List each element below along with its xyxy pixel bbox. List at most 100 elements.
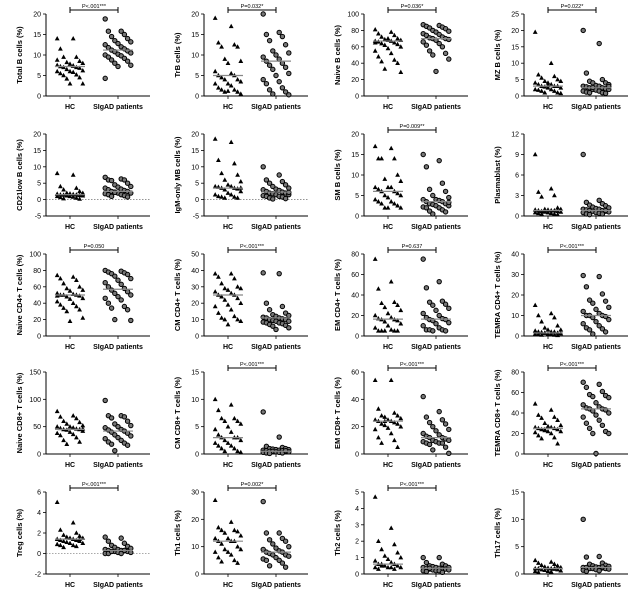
x-tick-label: HC (543, 582, 553, 589)
hc-data-point (222, 187, 228, 192)
y-tick-label: 15 (191, 370, 199, 377)
y-tick-label: 20 (511, 431, 519, 438)
hc-data-point (212, 136, 218, 141)
y-tick-label: 10 (191, 544, 199, 551)
x-tick-label: HC (383, 344, 393, 351)
y-tick-label: 80 (511, 370, 519, 377)
hc-data-point (552, 332, 557, 337)
hc-data-point (222, 297, 228, 302)
sigad-data-point (433, 307, 439, 314)
sigad-data-point (420, 39, 426, 45)
chart-panel: 0 20 40 60 80 100 HC SIgAD patients Naive B cell… (318, 0, 476, 120)
hc-data-point (539, 426, 544, 432)
sigad-data-point (606, 304, 612, 311)
y-tick-label: 5 (355, 490, 359, 497)
sigad-data-point (266, 62, 273, 68)
hc-data-point (219, 87, 224, 92)
hc-data-point (376, 538, 381, 543)
y-tick-label: 40 (351, 293, 359, 300)
hc-data-point (532, 401, 538, 406)
sigad-data-point (430, 328, 436, 334)
hc-data-point (77, 196, 82, 201)
hc-data-point (228, 290, 234, 296)
hc-data-point (372, 26, 378, 32)
sigad-data-point (121, 303, 128, 310)
y-tick-label: 100 (29, 397, 41, 404)
hc-data-point (225, 287, 231, 292)
y-tick-label: 30 (191, 490, 199, 497)
sigad-data-point (423, 205, 430, 211)
sigad-data-point (583, 420, 590, 426)
hc-data-point (539, 88, 544, 93)
hc-data-point (238, 318, 244, 324)
sigad-data-point (124, 180, 131, 186)
x-tick-label: SIgAD patients (571, 104, 621, 111)
p-value-label: P<.001*** (400, 362, 425, 368)
x-tick-label: SIgAD patients (93, 344, 143, 351)
y-tick-label: 2 (37, 531, 41, 538)
y-tick-label: 0 (355, 334, 359, 341)
sigad-data-point (273, 72, 279, 79)
sigad-data-point (263, 300, 270, 306)
hc-data-point (548, 186, 554, 191)
hc-data-point (398, 44, 404, 49)
hc-data-point (532, 209, 538, 215)
scatter-chart: 0 10 20 30 40 50 HC SIgAD patients CM CD4+ T cel… (173, 244, 308, 351)
hc-data-point (376, 566, 381, 571)
y-axis-label: SM B cells (%) (333, 149, 342, 201)
hc-data-point (212, 440, 218, 445)
sigad-data-point (580, 27, 586, 34)
sigad-data-point (593, 318, 599, 325)
sigad-data-point (263, 557, 270, 564)
hc-data-point (74, 277, 79, 283)
hc-data-point (536, 81, 541, 87)
p-value-label: P<.001*** (82, 482, 107, 488)
y-tick-label: 50 (33, 424, 41, 431)
hc-data-point (382, 328, 388, 333)
y-tick-label: 20 (33, 132, 41, 139)
hc-data-point (54, 424, 60, 429)
hc-data-point (392, 57, 397, 62)
y-tick-label: 0 (195, 572, 199, 579)
y-axis-label: TEMRA CD4+ T cells (%) (493, 251, 502, 339)
y-tick-label: 80 (351, 252, 359, 259)
hc-data-point (80, 540, 86, 546)
hc-data-point (398, 564, 404, 570)
hc-data-point (555, 332, 560, 338)
hc-data-point (74, 543, 79, 549)
hc-data-point (395, 302, 400, 308)
hc-data-point (235, 317, 240, 322)
hc-data-point (372, 325, 378, 330)
scatter-chart: 0 20 40 60 80 100 HC SIgAD patients Naive CD4+ T… (15, 244, 150, 351)
hc-data-point (398, 555, 404, 560)
y-axis-label: Naive CD4+ T cells (%) (15, 254, 24, 335)
hc-data-point (552, 561, 557, 566)
hc-data-point (212, 426, 218, 432)
hc-data-point (54, 36, 60, 41)
sigad-data-point (599, 211, 606, 217)
y-tick-label: 0 (37, 551, 41, 558)
hc-data-point (379, 413, 384, 418)
hc-data-point (395, 421, 400, 426)
hc-data-point (74, 303, 79, 309)
y-axis-label: CM CD8+ T cells (%) (173, 376, 182, 449)
hc-data-point (558, 78, 564, 84)
hc-data-point (532, 29, 538, 34)
hc-data-point (385, 310, 391, 316)
hc-data-point (54, 57, 60, 62)
hc-data-point (67, 68, 73, 74)
x-tick-label: HC (223, 582, 233, 589)
y-tick-label: 20 (511, 28, 519, 35)
y-tick-label: 60 (351, 272, 359, 279)
hc-data-point (398, 205, 404, 210)
y-tick-label: 20 (511, 293, 519, 300)
hc-data-point (238, 58, 244, 63)
hc-data-point (398, 178, 404, 183)
y-tick-label: 10 (33, 164, 41, 171)
hc-data-point (61, 544, 66, 550)
x-tick-label: SIgAD patients (93, 462, 143, 469)
hc-data-point (552, 435, 557, 440)
hc-data-point (382, 422, 388, 428)
y-tick-label: 100 (347, 12, 359, 19)
y-tick-label: 0 (355, 452, 359, 459)
